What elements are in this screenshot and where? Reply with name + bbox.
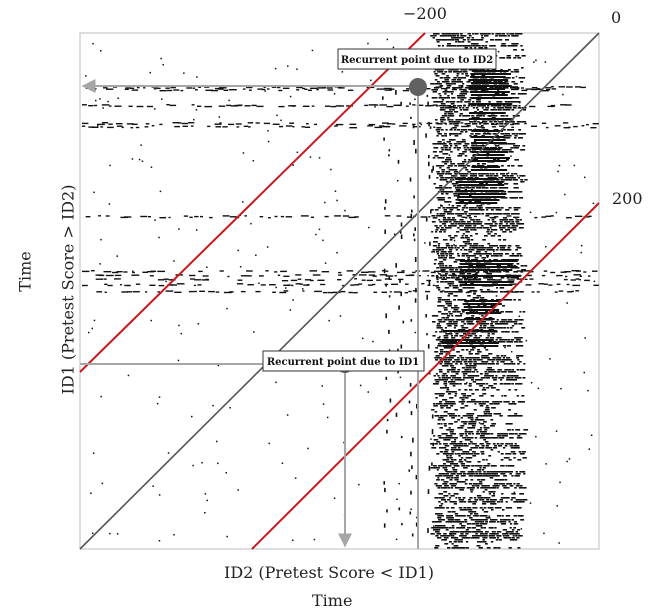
x-axis-time-label: Time [312, 591, 353, 610]
recurrence-points [82, 33, 599, 549]
line-of-identity [79, 32, 600, 550]
lag-200-label: 200 [612, 189, 643, 208]
id2-callout: Recurrent point due to ID2 [337, 48, 497, 70]
lag-minus-200-line [79, 32, 426, 373]
y-axis-label: ID1 (Pretest Score > ID2) [58, 184, 78, 395]
lag-200-line [251, 202, 600, 550]
id2-callout-text: Recurrent point due to ID2 [341, 55, 493, 66]
id1-callout: Recurrent point due to ID1 [262, 350, 425, 372]
id2-recurrent-point-marker [409, 78, 427, 96]
plot-frame [79, 32, 600, 550]
lag-minus-200-label: −200 [403, 4, 447, 23]
y-axis-time-label: Time [15, 251, 35, 292]
id1-callout-text: Recurrent point due to ID1 [267, 357, 419, 368]
lag-zero-label: 0 [611, 8, 622, 27]
x-axis-label: ID2 (Pretest Score < ID1) [224, 563, 434, 582]
